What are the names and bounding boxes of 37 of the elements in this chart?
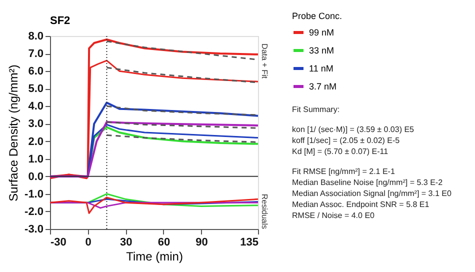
y-tick-label: -1.0	[24, 188, 44, 200]
y-tick-label: 5.0	[28, 83, 44, 96]
text: Median Assoc. Endpoint SNR = 5.8 E1	[292, 200, 430, 209]
y-axis-title: Surface Density (ng/mm²)	[6, 64, 21, 202]
text: koff [1/sec] = (2.05 ± 0.02) E-5	[292, 136, 400, 145]
y-tick-label: 6.0	[28, 66, 44, 78]
x-axis-title: Time (min)	[126, 250, 183, 264]
legend-label: 3.7 nM	[309, 82, 337, 92]
x-tick-label: 0	[85, 236, 92, 248]
text: Median Association Signal [ng/mm²] = 3.1 E0	[292, 189, 452, 198]
legend-label: 99 nM	[309, 28, 334, 38]
text: Kd [M] = (5.70 ± 0.07) E-11	[292, 147, 389, 156]
text: Residuals	[260, 194, 269, 230]
y-tick-label: 8.0	[28, 30, 44, 42]
text: Fit Summary:	[292, 105, 340, 114]
y-tick-label: 2.0	[28, 136, 44, 148]
x-tick-label: 90	[196, 236, 208, 248]
legend-title: Probe Conc.	[292, 11, 342, 21]
legend-label: 11 nM	[309, 64, 334, 74]
text: Data + Fit	[260, 44, 269, 80]
y-tick-label: -2.0	[24, 206, 44, 218]
text: Median Baseline Noise [ng/mm²] = 5.3 E-2	[292, 178, 444, 187]
text: RMSE / Noise = 4.0 E0	[292, 211, 376, 220]
chart-title: SF2	[50, 15, 70, 27]
legend-label: 33 nM	[309, 46, 334, 56]
y-tick-label: 0.0	[28, 170, 44, 183]
text: kon [1/ (sec·M)] = (3.59 ± 0.03) E5	[292, 125, 415, 134]
x-tick-label: 135	[240, 236, 258, 248]
y-tick-label: 1.0	[28, 153, 44, 166]
y-tick-label: -3.0	[24, 224, 44, 236]
y-tick-label: 7.0	[28, 48, 44, 60]
x-tick-label: -30	[50, 236, 66, 248]
x-tick-label: 60	[158, 236, 170, 248]
y-tick-label: 3.0	[28, 118, 44, 130]
y-tick-label: 4.0	[28, 100, 44, 113]
x-tick-label: 30	[120, 236, 132, 248]
text: Fit RMSE [ng/mm²] = 2.1 E-1	[292, 167, 396, 176]
